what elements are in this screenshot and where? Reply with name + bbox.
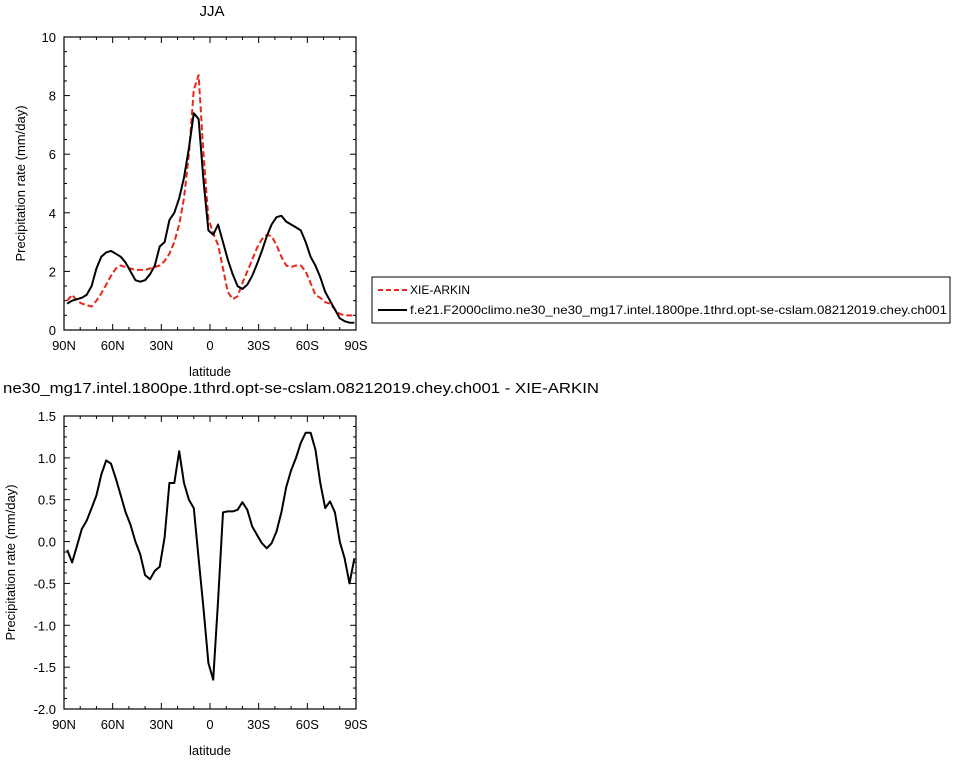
top-panel-ticks: 90N 60N 30N 0 30S 60S 90S 0 2 4 6 8 10	[42, 30, 368, 353]
top-panel-ytick-label: 4	[49, 206, 56, 221]
top-panel-frame	[63, 36, 357, 331]
top-panel-xtick-label: 90N	[52, 338, 76, 353]
bottom-panel-series	[66, 431, 356, 681]
bottom-panel-ytick-label: -1.0	[34, 618, 56, 633]
top-panel-series-line-1	[66, 74, 355, 317]
top-panel-xtick-label: 30S	[247, 338, 270, 353]
top-panel-xtick-label: 60N	[101, 338, 125, 353]
bottom-panel-ytick-label: 0.0	[38, 535, 56, 550]
bottom-panel-xlabel: latitude	[189, 743, 231, 758]
bottom-panel: ne30_mg17.intel.1800pe.1thrd.opt-se-csla…	[3, 380, 599, 758]
top-panel-ytick-label: 10	[42, 30, 56, 45]
legend: XIE-ARKIN f.e21.F2000climo.ne30_ne30_mg1…	[371, 276, 951, 324]
bottom-panel-xtick-label: 60N	[101, 717, 125, 732]
bottom-panel-ytick-label: -1.5	[34, 660, 56, 675]
bottom-panel-xtick-label: 0	[206, 717, 213, 732]
top-panel-xtick-label: 30N	[149, 338, 173, 353]
bottom-panel-xtick-label: 90N	[52, 717, 76, 732]
bottom-panel-ytick-label: 0.5	[38, 493, 56, 508]
top-panel-title: JJA	[199, 3, 224, 20]
top-panel-xtick-label: 60S	[296, 338, 319, 353]
top-panel-xlabel: latitude	[189, 364, 231, 379]
bottom-panel-ticks: 90N 60N 30N 0 30S 60S 90S -2.0 -1.5 -1.0 -0.5 0.0 0.…	[34, 409, 368, 732]
top-panel-ylabel: Precipitation rate (mm/day)	[13, 105, 28, 261]
top-panel-xtick-label: 90S	[344, 338, 367, 353]
top-panel-ytick-label: 8	[49, 89, 56, 104]
bottom-panel-ytick-label: 1.5	[38, 409, 56, 424]
top-panel-ytick-label: 0	[49, 323, 56, 338]
bottom-panel-xtick-label: 60S	[296, 717, 319, 732]
bottom-panel-series-line-1	[66, 431, 356, 681]
top-panel-series-line-2	[66, 112, 355, 324]
bottom-panel-xtick-label: 90S	[344, 717, 367, 732]
top-panel-series	[66, 74, 355, 324]
top-panel-ytick-label: 6	[49, 147, 56, 162]
bottom-panel-ytick-label: -2.0	[34, 702, 56, 717]
bottom-panel-ylabel: Precipitation rate (mm/day)	[3, 484, 18, 640]
legend-entry-model: f.e21.F2000climo.ne30_ne30_mg17.intel.18…	[410, 303, 947, 317]
bottom-panel-title: ne30_mg17.intel.1800pe.1thrd.opt-se-csla…	[3, 380, 599, 397]
bottom-panel-ytick-label: 1.0	[38, 451, 56, 466]
bottom-panel-xtick-label: 30N	[149, 717, 173, 732]
legend-entry-xie-arkin: XIE-ARKIN	[410, 283, 470, 297]
bottom-panel-xtick-label: 30S	[247, 717, 270, 732]
top-panel-ytick-label: 2	[49, 264, 56, 279]
top-panel-xtick-label: 0	[206, 338, 213, 353]
legend-box	[371, 276, 951, 324]
bottom-panel-ytick-label: -0.5	[34, 576, 56, 591]
